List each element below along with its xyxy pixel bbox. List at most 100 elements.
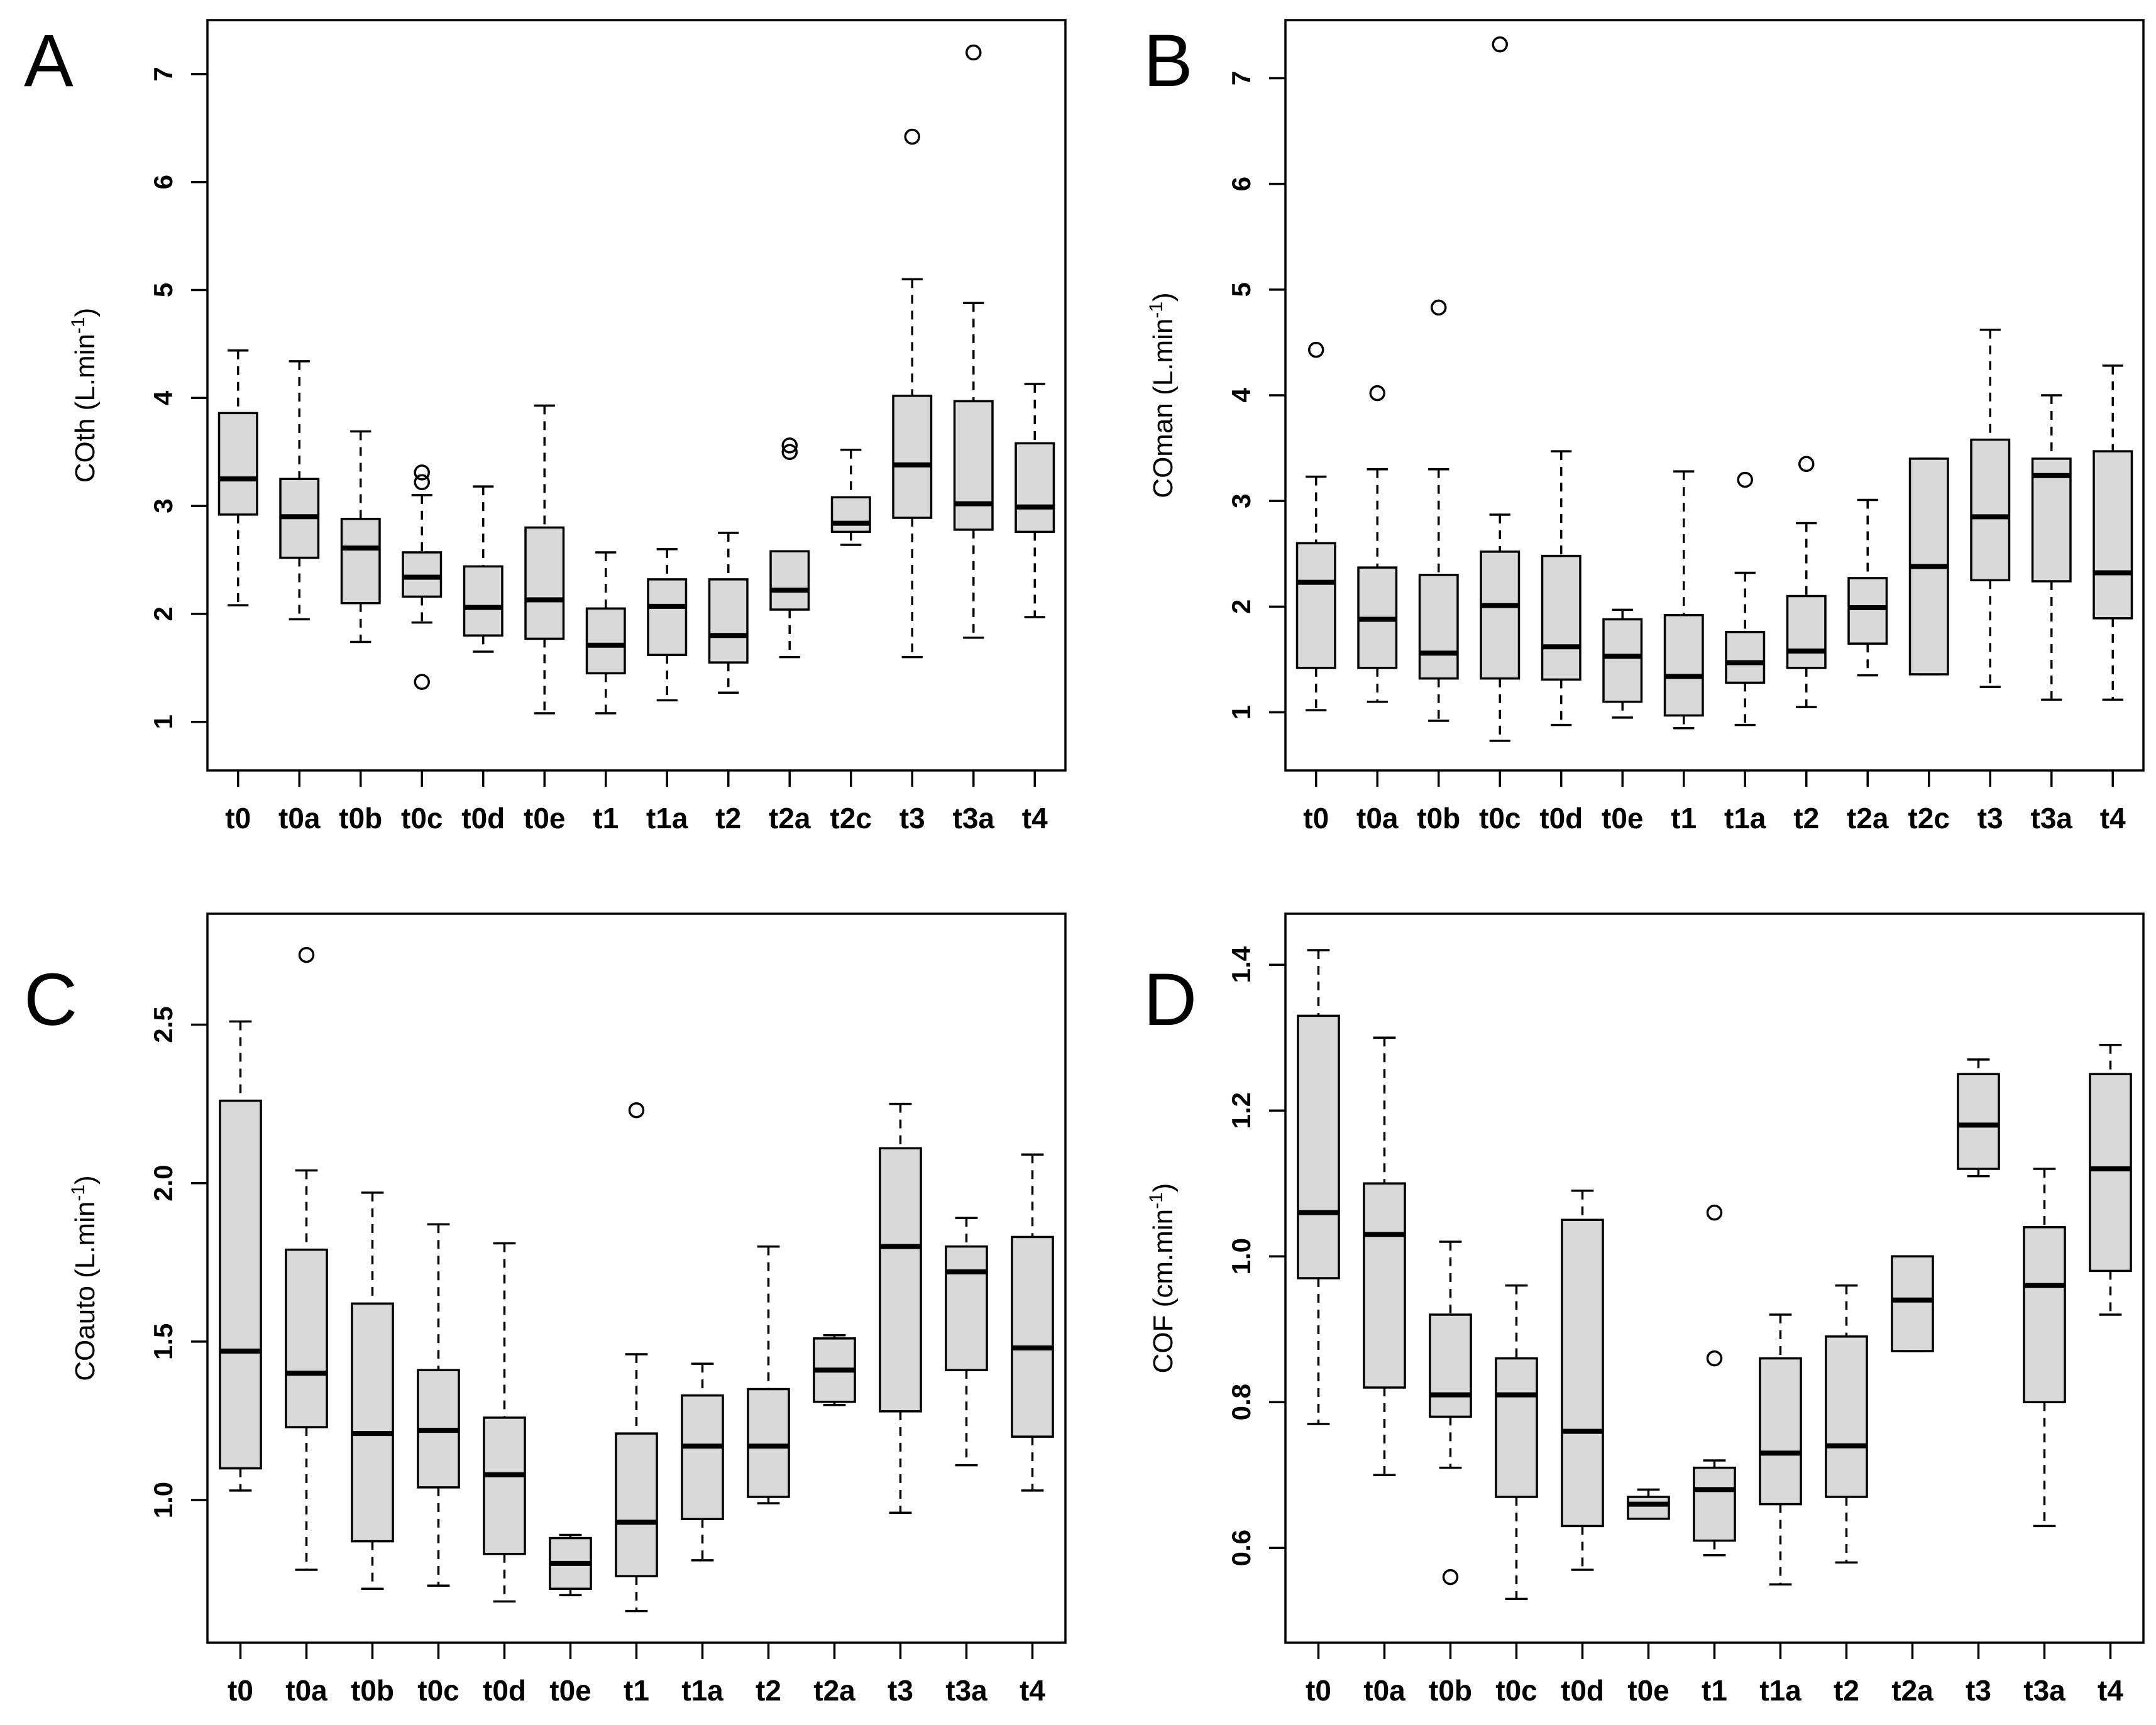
iqr-box [219, 1099, 262, 1470]
panel-C: C 1.0 1.5 2.0 2.5 COauto (L.min-1) t0 t0a t0b t0… [0, 862, 1078, 1725]
iqr-box [1957, 1073, 2000, 1170]
y-tick-label: 1.0 [1226, 1238, 1256, 1274]
boxplot-t0: t0 [1297, 949, 1340, 1707]
boxplot-t0a: t0a [278, 360, 321, 835]
iqr-box [1295, 542, 1336, 669]
boxplot-t3: t3 [1970, 328, 2011, 835]
x-tick-label: t0e [524, 802, 565, 835]
boxplot-t4: t4 [1015, 383, 1055, 835]
y-tick-label: 1.0 [148, 1482, 178, 1518]
outlier-point [1706, 1204, 1723, 1221]
iqr-box [892, 395, 933, 519]
panel-letter-B: B [1143, 19, 1193, 102]
iqr-box [945, 1245, 988, 1372]
iqr-box [2023, 1226, 2066, 1403]
x-tick-label: t0c [1479, 802, 1521, 835]
x-tick-label: t3 [1966, 1674, 1991, 1707]
y-tick-label: 1 [148, 715, 178, 729]
boxplot-t2: t2 [1825, 1284, 1868, 1707]
iqr-box [1970, 438, 2011, 582]
iqr-box [463, 565, 503, 637]
iqr-box [1759, 1357, 1802, 1506]
y-tick-label: 3 [1226, 493, 1256, 508]
x-tick-label: t2 [756, 1674, 781, 1707]
outlier-point [781, 437, 798, 454]
outlier-point [1369, 385, 1385, 402]
x-tick-label: t0a [285, 1674, 327, 1707]
y-tick-label: 5 [148, 283, 178, 297]
x-tick-label: t4 [1020, 1674, 1045, 1707]
iqr-box [769, 550, 810, 611]
y-tick-label: 6 [1226, 177, 1256, 191]
iqr-box [1891, 1255, 1934, 1352]
iqr-box [483, 1416, 526, 1555]
iqr-box [1627, 1496, 1670, 1520]
x-tick-label: t0e [1627, 1674, 1669, 1707]
x-tick-label: t3a [2031, 802, 2073, 835]
outlier-point [628, 1102, 645, 1119]
iqr-box [1786, 594, 1827, 669]
boxplot-t2a: t2a [1847, 498, 1889, 835]
boxplot-t1a: t1a [681, 1362, 724, 1707]
outlier-point [1706, 1350, 1723, 1367]
iqr-box [1480, 550, 1521, 680]
iqr-box [647, 578, 688, 656]
x-tick-label: t2a [1847, 802, 1889, 835]
panel-A: A 1 2 3 4 5 6 7 COth (L.min-1) t0 t0a t0b t0c t0d t0e… [0, 0, 1078, 862]
x-tick-label: t4 [2100, 802, 2126, 835]
iqr-box [830, 496, 871, 534]
x-tick-label: t0e [549, 1674, 591, 1707]
y-axis-title: COF (cm.min-1) [1146, 1183, 1179, 1374]
boxplot-t1a: t1a [1724, 471, 1766, 835]
plot-frame [206, 19, 1067, 772]
x-tick-label: t0 [1306, 1674, 1331, 1707]
x-tick-label: t1a [646, 802, 688, 835]
boxplot-chart-A: 1 2 3 4 5 6 7 COth (L.min-1) t0 t0a t0b t0c t0d t0e t1… [68, 19, 1067, 835]
iqr-box [879, 1147, 922, 1413]
iqr-box [1363, 1182, 1406, 1389]
boxplot-t4: t4 [2093, 364, 2133, 835]
y-tick-label: 1.4 [1226, 946, 1256, 983]
boxplot-t1: t1 [585, 551, 626, 835]
iqr-box [2089, 1073, 2132, 1273]
boxplot-t0d: t0d [1561, 1190, 1604, 1707]
y-tick-label: 7 [148, 67, 178, 81]
x-tick-label: t2 [1793, 802, 1819, 835]
iqr-box [1561, 1218, 1604, 1528]
y-axis-title: COth (L.min-1) [68, 308, 101, 483]
outlier-point [904, 128, 920, 145]
iqr-box [217, 412, 258, 516]
boxplot-t0b: t0b [1429, 1240, 1472, 1707]
y-tick-label: 2 [1226, 600, 1256, 614]
x-tick-label: t1 [1671, 802, 1697, 835]
iqr-box [402, 551, 443, 598]
panel-letter-A: A [24, 19, 74, 102]
outlier-point [965, 44, 982, 61]
boxplot-t0: t0 [217, 349, 258, 835]
y-tick-label: 2 [148, 606, 178, 621]
x-tick-label: t0a [1363, 1674, 1405, 1707]
iqr-box [285, 1248, 328, 1428]
boxplot-chart-C: 1.0 1.5 2.0 2.5 COauto (L.min-1) t0 t0a t0b t0c t… [68, 912, 1067, 1707]
plot-frame [1284, 19, 2145, 772]
x-tick-label: t2c [830, 802, 872, 835]
iqr-box [1418, 574, 1459, 680]
x-tick-label: t0c [1495, 1674, 1537, 1707]
boxplot-t2c: t2c [830, 449, 872, 835]
x-tick-label: t1a [681, 1674, 723, 1707]
y-tick-label: 2.0 [148, 1165, 178, 1202]
iqr-box [615, 1432, 658, 1577]
iqr-box [708, 578, 749, 664]
panel-letter-C: C [24, 958, 78, 1041]
boxplot-t3: t3 [892, 128, 933, 835]
iqr-box [1825, 1335, 1868, 1498]
iqr-box [1725, 630, 1766, 684]
x-tick-label: t0d [483, 1674, 526, 1707]
boxplot-t2a: t2a [1891, 1255, 1934, 1707]
boxplot-t1: t1 [1663, 470, 1704, 835]
x-tick-label: t0 [225, 802, 251, 835]
x-tick-label: t2 [1834, 1674, 1859, 1707]
x-tick-label: t0a [1356, 802, 1399, 835]
x-tick-label: t3 [1977, 802, 2003, 835]
iqr-box [747, 1388, 790, 1498]
